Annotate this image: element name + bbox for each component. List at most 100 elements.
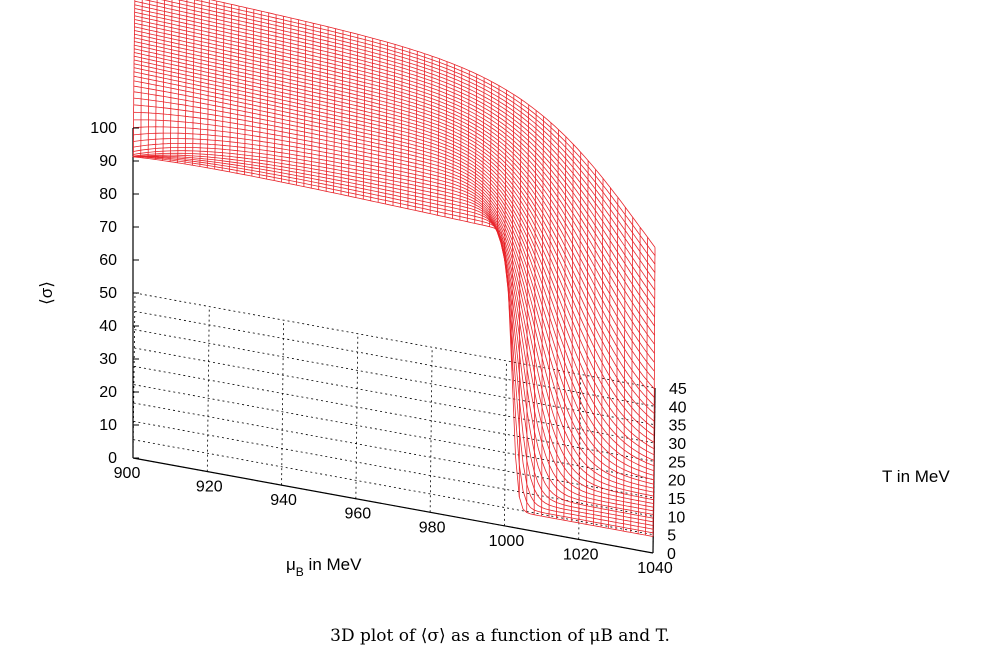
mesh-line-mu [533,110,537,515]
mesh-line-mu [570,144,574,522]
mesh-line-mu [221,2,225,171]
mesh-line-mu [444,61,448,217]
mesh-line-mu [489,81,492,227]
mesh-line-mu [214,1,218,170]
grid-line-T [133,402,654,499]
z-tick-label: 10 [99,417,117,434]
mesh-line-mu [177,0,180,163]
y-tick-label: 35 [669,418,687,435]
mesh-line-mu [244,7,247,175]
mesh-line-mu [132,0,136,157]
y-tick-label: 0 [667,546,676,563]
mesh-line-T [144,0,656,282]
mesh-line-mu [140,0,143,158]
y-tick-label: 40 [669,399,687,416]
y-tick-label: 30 [668,436,686,453]
mesh-line-mu [154,0,158,160]
mesh-line-mu [192,0,195,166]
mesh-line-mu [325,26,329,192]
grid-line-T [134,365,655,462]
mesh-line-mu [206,0,210,168]
mesh-line-mu [333,28,336,193]
x-tick-label: 960 [345,506,372,523]
grid-line-mu [504,360,507,526]
grid-line-mu [281,320,284,486]
x-tick-label: 1000 [489,533,525,550]
mesh-line-mu [496,85,500,232]
mesh-line-mu [407,48,411,209]
mesh-line-mu [481,77,485,226]
mesh-line-mu [281,16,284,183]
mesh-line-mu [422,53,426,212]
mesh-line-mu [392,44,396,206]
z-tick-label: 0 [108,450,117,467]
mesh-line-mu [593,169,596,526]
y-tick-label: 15 [668,491,686,508]
mesh-line-mu [600,178,604,527]
surface-mesh [132,0,656,537]
mesh-line-mu [303,21,307,187]
mesh-line-mu [147,0,151,159]
x-tick-label: 920 [196,479,223,496]
y-tick-label: 5 [667,528,676,545]
x-tick-label: 900 [114,465,141,482]
mesh-line-mu [504,90,507,261]
y-tick-label: 10 [667,509,685,526]
x-tick-label: 1020 [563,546,599,563]
mesh-line-mu [637,227,641,534]
z-tick-label: 100 [90,120,117,137]
grid-line-T [133,384,654,481]
x-axis-label-sub: B [296,565,304,579]
z-tick-label: 30 [99,351,117,368]
mesh-line-mu [348,32,351,197]
z-axis-ticks: 0 10 20 30 40 50 60 70 80 90 100 [90,120,139,467]
x-axis-line [132,457,654,554]
mesh-line-mu [318,25,322,190]
mesh-line-mu [184,0,188,164]
x-axis-label-mu: μ [286,555,296,574]
mesh-line-T [177,0,656,265]
mesh-line-mu [296,19,299,186]
mesh-line-mu [563,136,567,521]
z-tick-label: 70 [99,219,117,236]
grid-line-T [134,347,655,444]
mesh-line-mu [608,187,611,529]
mesh-line-mu [652,247,656,537]
mesh-line-mu [236,6,240,174]
mesh-line-mu [340,30,344,195]
mesh-line-mu [266,12,270,180]
mesh-line-mu [585,160,589,525]
mesh-line-T [132,155,654,534]
y-axis-label: T in MeV [882,467,950,486]
mesh-line-mu [452,64,455,219]
z-tick-label: 50 [99,285,117,302]
grid-line-mu [355,333,359,499]
mesh-line-mu [518,99,522,497]
grid-line-T [134,310,655,407]
mesh-line-mu [229,4,232,172]
mesh-line-mu [288,18,292,184]
mesh-line-mu [199,0,203,167]
mesh-line-mu [459,67,463,221]
mesh-line-T [193,0,656,256]
y-tick-label: 20 [668,473,686,490]
x-tick-label: 980 [419,519,446,536]
mesh-line-mu [362,36,366,200]
figure-caption: 3D plot of ⟨σ⟩ as a function of μB and T… [330,626,670,646]
mesh-line-mu [474,74,478,224]
mesh-line-mu [251,9,255,177]
mesh-line-mu [541,116,544,517]
grid-line-T [134,329,655,426]
mesh-line-mu [385,42,388,204]
grid-line-mu [429,347,433,513]
mesh-line-mu [526,104,530,513]
mesh-line-mu [630,217,634,533]
x-tick-label: 1040 [637,560,673,577]
mesh-line-mu [645,237,648,536]
mesh-line-mu [578,152,582,523]
grid-line-mu [206,306,210,472]
y-tick-label: 45 [669,381,687,398]
x-axis-ticks: 900 920 940 960 980 1000 1020 1040 [114,465,673,577]
